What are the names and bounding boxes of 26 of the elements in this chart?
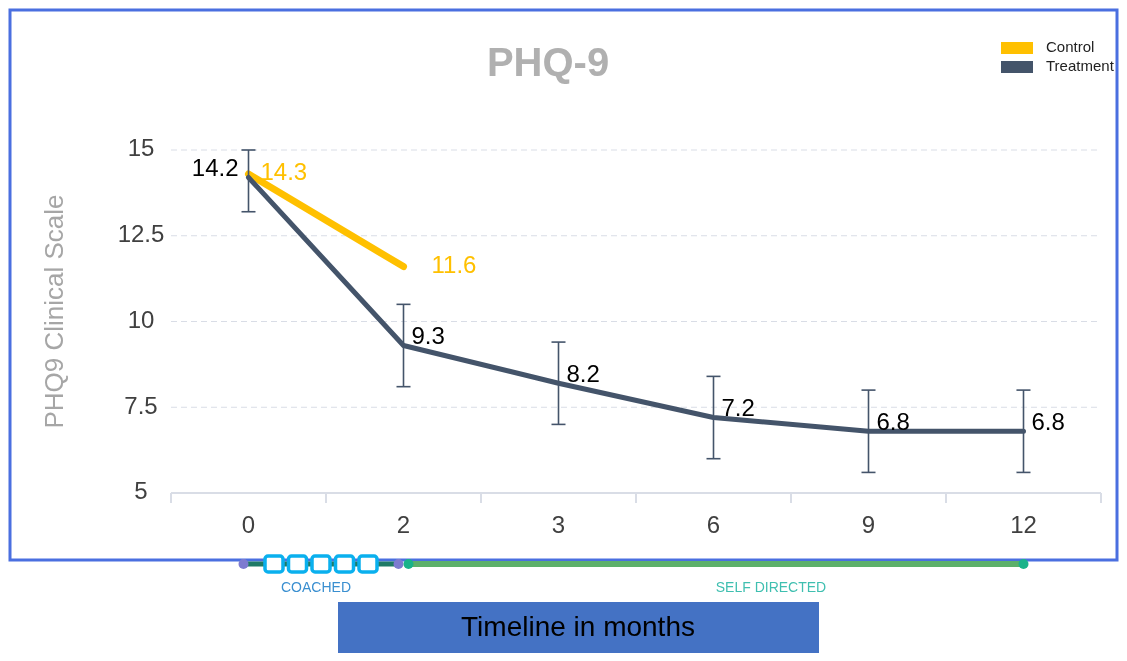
x-tick-label: 9 (861, 511, 876, 538)
data-label: 14.2 (191, 153, 239, 181)
legend-label: Treatment (1046, 56, 1115, 74)
x-axis-title: Timeline in months (461, 611, 695, 643)
data-label: 14.3 (260, 158, 308, 186)
y-axis-title: PHQ9 Clinical Scale (39, 194, 69, 429)
y-tick-label: 15 (127, 134, 155, 162)
x-tick-label: 0 (241, 511, 256, 538)
y-tick-label: 5 (134, 477, 148, 505)
legend-label: Control (1046, 37, 1095, 55)
x-tick-label: 12 (1010, 511, 1037, 538)
data-label: 11.6 (431, 250, 477, 278)
x-tick-label: 3 (551, 511, 566, 538)
y-tick-label: 7.5 (124, 391, 158, 419)
x-tick-label: 2 (396, 511, 411, 538)
data-label: 7.2 (721, 393, 755, 421)
data-label: 6.8 (876, 407, 910, 435)
chart-title: PHQ-9 (486, 40, 610, 84)
y-tick-label: 12.5 (117, 220, 165, 248)
data-label: 6.8 (1031, 407, 1065, 435)
x-tick-label: 6 (706, 511, 721, 538)
data-label: 8.2 (566, 359, 600, 387)
text: SELF DIRECTED (715, 579, 827, 595)
y-tick-label: 10 (127, 305, 155, 333)
text: COACHED (280, 579, 352, 595)
data-label: 9.3 (411, 321, 445, 349)
